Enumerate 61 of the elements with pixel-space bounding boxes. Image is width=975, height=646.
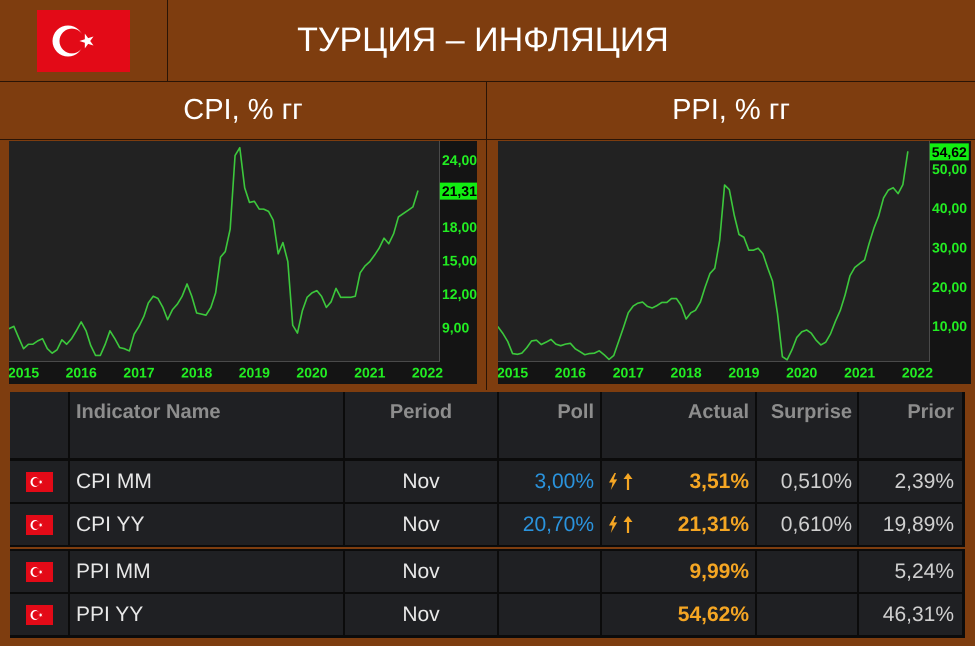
x-tick-label: 2017	[123, 364, 155, 380]
x-tick-label: 2022	[902, 364, 934, 380]
table-cell: Nov	[345, 504, 497, 545]
category-label: Actual	[688, 401, 749, 423]
x-tick-label: 2018	[181, 364, 212, 380]
table-cell: Actual	[602, 392, 755, 458]
category-label: Indicator Name	[76, 401, 220, 423]
table-cell: 0,510%	[757, 461, 857, 502]
table-cell: 3,51%	[602, 461, 755, 502]
table-cell: PPI YY	[70, 594, 343, 635]
x-tick-label: 2018	[670, 364, 702, 380]
table-cell: 46,31%	[859, 594, 962, 635]
table-cell: Nov	[345, 594, 497, 635]
category-label: Period	[390, 401, 452, 423]
x-tick-label: 2022	[412, 364, 444, 380]
table-cell: CPI YY	[70, 504, 343, 545]
table-cell: CPI MM	[70, 461, 343, 502]
y-tick-label: 10,00	[932, 318, 968, 334]
x-tick-label: 2019	[238, 364, 270, 380]
table-cell: 20,70%	[499, 504, 600, 545]
category-label: Prior	[907, 401, 954, 423]
category-label: Surprise	[770, 401, 852, 423]
table-cell: 3,00%	[499, 461, 600, 502]
annotation: 21,31	[442, 183, 478, 199]
y-tick-label: 20,00	[932, 278, 968, 295]
x-tick-label: 2021	[844, 364, 876, 380]
table-cell: Surprise	[757, 392, 857, 458]
y-tick-label: 24,00	[442, 152, 478, 168]
x-tick-label: 2021	[354, 364, 386, 380]
x-tick-label: 2020	[786, 364, 818, 380]
table-cell: Poll	[499, 392, 600, 458]
table-cell: 0,610%	[757, 504, 857, 545]
table-cell: 5,24%	[859, 551, 962, 592]
table-cell: 21,31%	[602, 504, 755, 545]
table-cell: 54,62%	[602, 594, 755, 635]
table-cell: Nov	[345, 461, 497, 502]
chart-title: CPI, % гг	[183, 94, 303, 126]
table-cell: Prior	[859, 392, 962, 458]
category-label: Poll	[557, 401, 594, 423]
x-tick-label: 2017	[612, 364, 644, 380]
y-tick-label: 12,00	[442, 286, 478, 302]
y-tick-label: 15,00	[442, 252, 478, 268]
table-cell: 9,99%	[602, 551, 755, 592]
x-tick-label: 2016	[66, 364, 97, 380]
x-tick-label: 2020	[296, 364, 328, 380]
table-cell: Indicator Name	[70, 392, 343, 458]
x-tick-label: 2019	[728, 364, 760, 380]
y-tick-label: 30,00	[932, 240, 968, 256]
y-tick-label: 18,00	[442, 218, 478, 235]
x-tick-label: 2016	[554, 364, 586, 380]
text: ТУРЦИЯ – ИНФЛЯЦИЯ	[297, 21, 669, 59]
table-cell: Period	[345, 392, 497, 458]
annotation: 54,62	[932, 144, 968, 160]
y-tick-label: 9,00	[442, 319, 470, 336]
table-cell: Nov	[345, 551, 497, 592]
table-cell: 2,39%	[859, 461, 962, 502]
chart-title: PPI, % гг	[672, 94, 790, 126]
table-cell: PPI MM	[70, 551, 343, 592]
y-tick-label: 50,00	[932, 160, 968, 177]
table-cell: 19,89%	[859, 504, 962, 545]
y-tick-label: 40,00	[932, 200, 968, 216]
